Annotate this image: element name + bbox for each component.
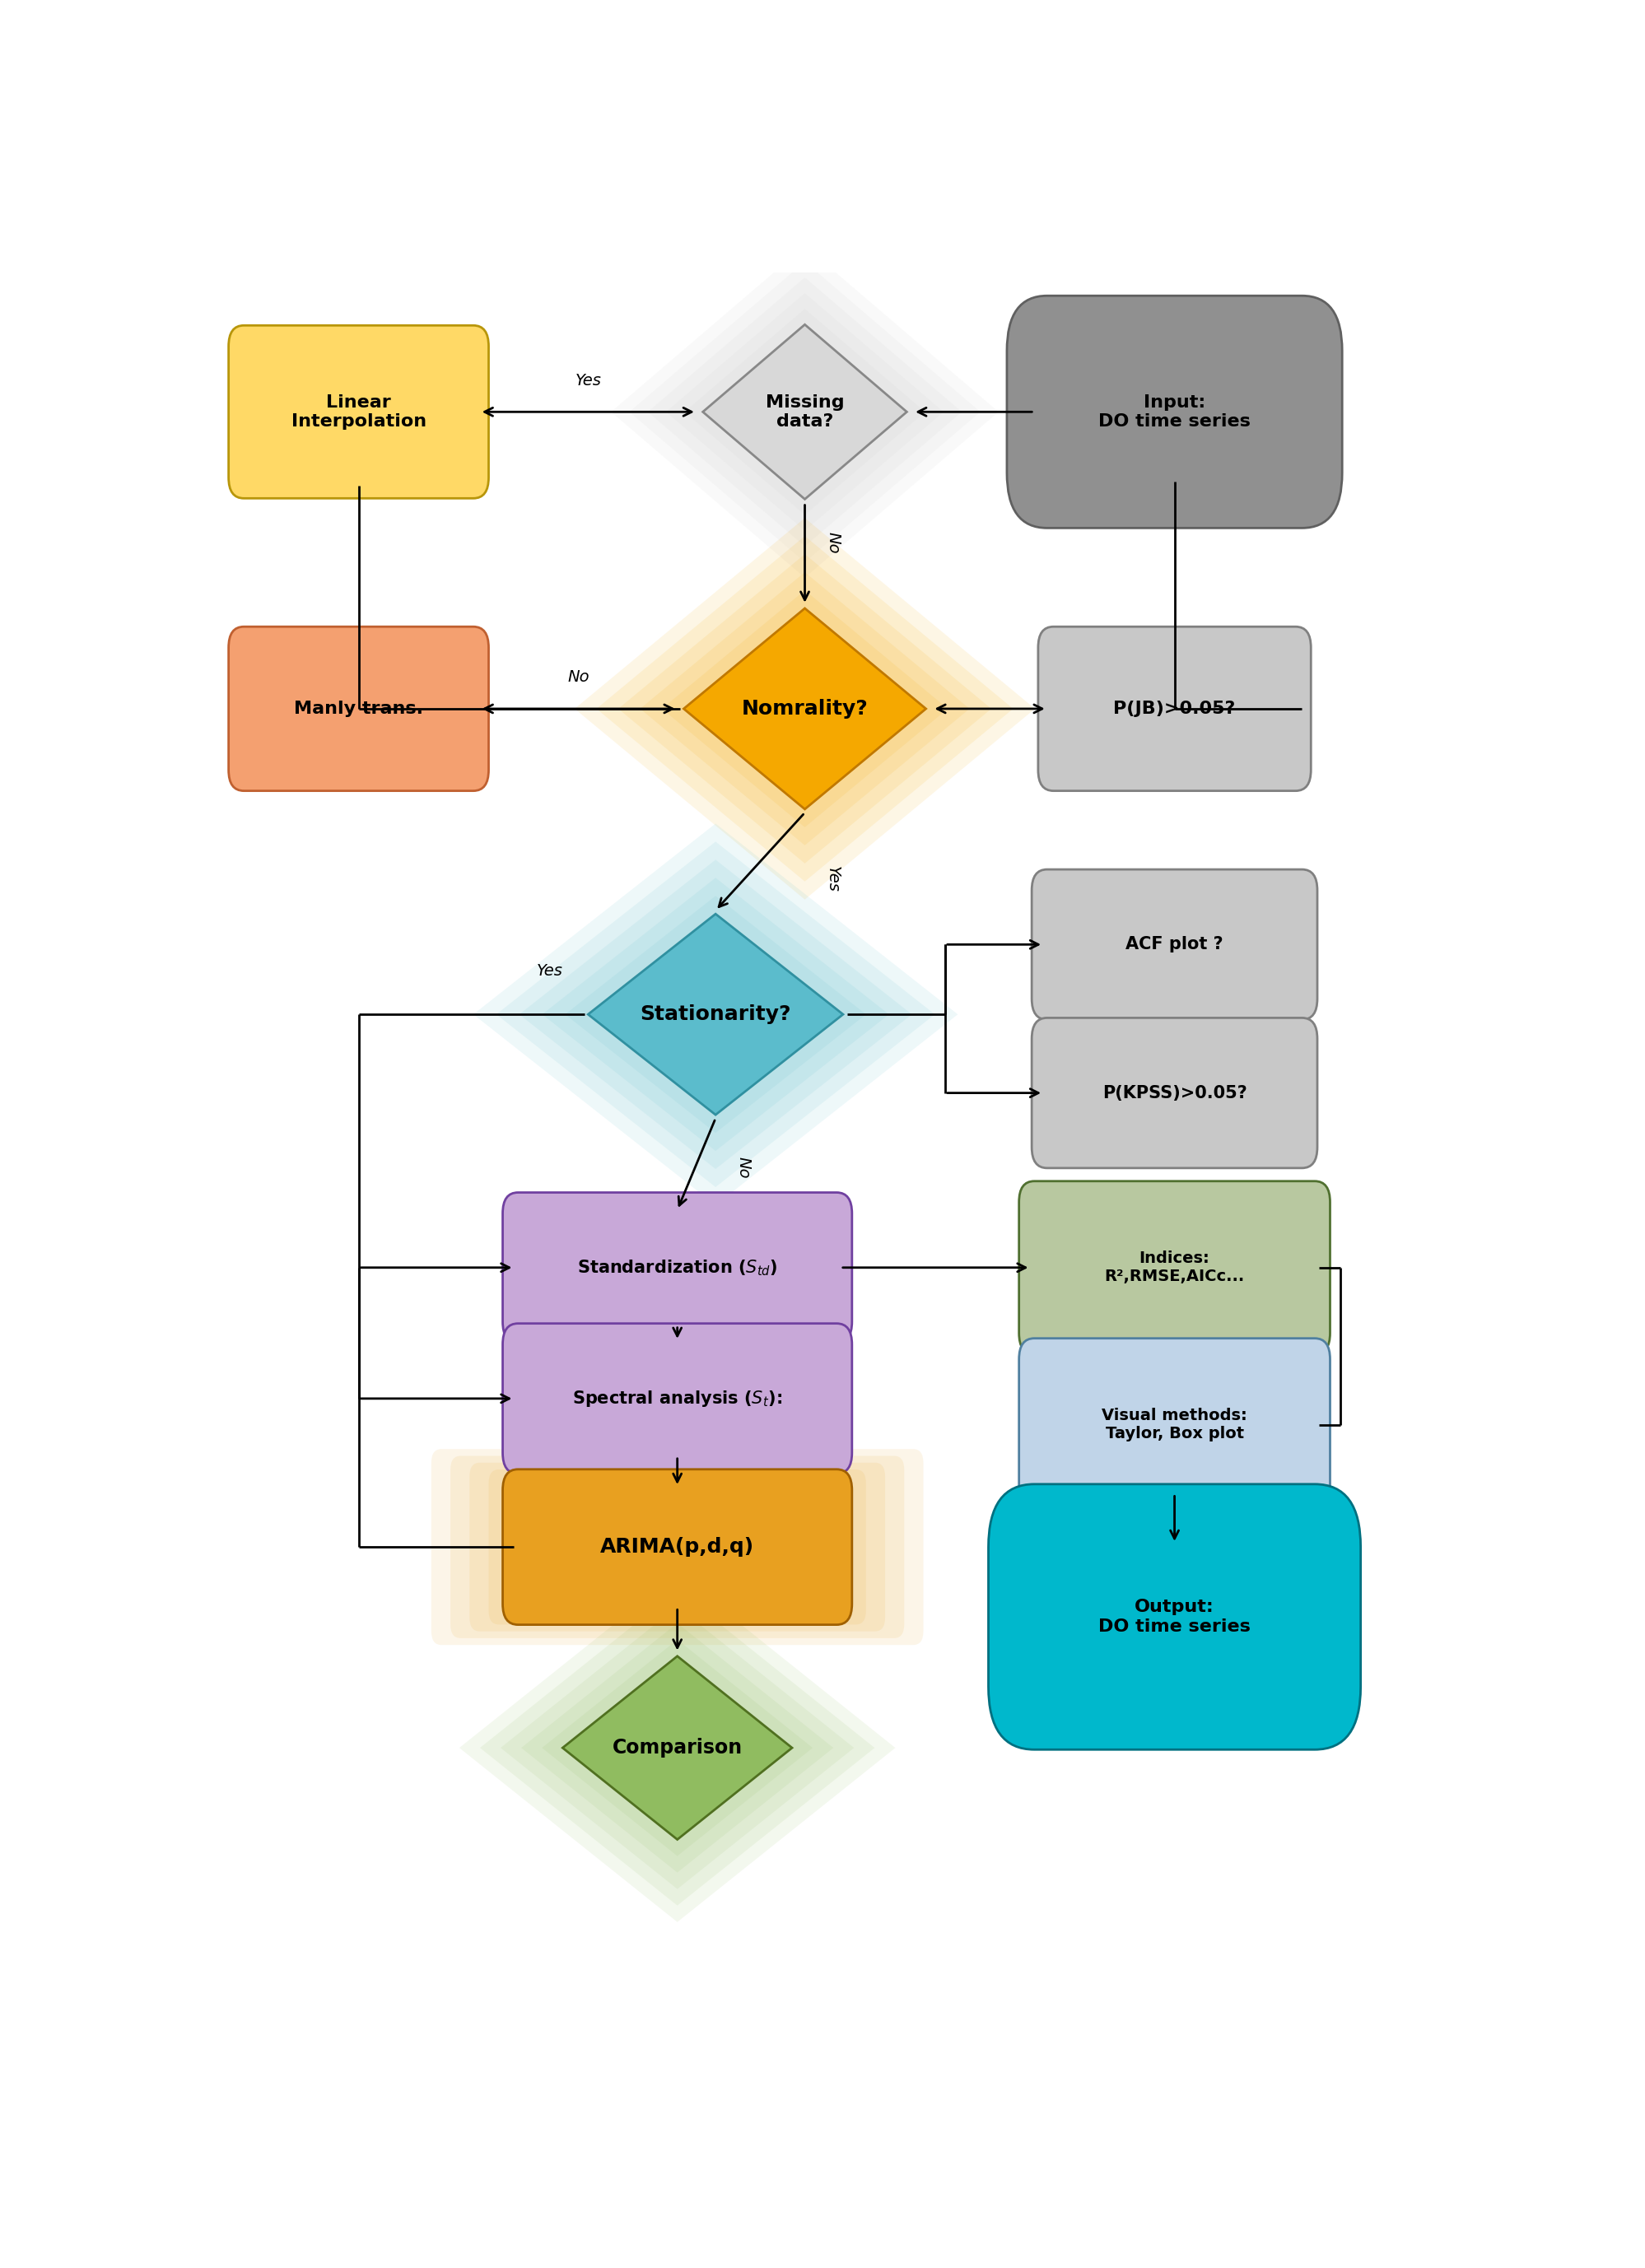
Polygon shape xyxy=(566,896,865,1132)
Text: Indices:
R²,RMSE,AICc...: Indices: R²,RMSE,AICc... xyxy=(1104,1250,1245,1284)
Text: No: No xyxy=(568,669,589,685)
Polygon shape xyxy=(648,277,962,547)
Text: Yes: Yes xyxy=(826,866,841,891)
Polygon shape xyxy=(630,261,980,562)
Polygon shape xyxy=(521,1624,834,1873)
FancyBboxPatch shape xyxy=(1031,869,1318,1021)
FancyBboxPatch shape xyxy=(1031,1018,1318,1168)
Polygon shape xyxy=(684,308,924,515)
Polygon shape xyxy=(459,1574,895,1921)
Text: Spectral analysis ($S_t$):: Spectral analysis ($S_t$): xyxy=(572,1388,783,1408)
Polygon shape xyxy=(563,1656,793,1839)
Text: Missing
data?: Missing data? xyxy=(765,395,844,429)
FancyBboxPatch shape xyxy=(503,1325,852,1474)
Text: No: No xyxy=(735,1157,752,1177)
Polygon shape xyxy=(610,245,999,578)
Text: P(JB)>0.05?: P(JB)>0.05? xyxy=(1114,701,1235,717)
Text: Comparison: Comparison xyxy=(612,1737,742,1758)
Text: Yes: Yes xyxy=(536,964,563,978)
FancyBboxPatch shape xyxy=(229,324,489,499)
Polygon shape xyxy=(574,517,1035,900)
FancyBboxPatch shape xyxy=(989,1483,1360,1749)
FancyBboxPatch shape xyxy=(503,1193,852,1343)
Text: Stationarity?: Stationarity? xyxy=(640,1005,791,1025)
Text: Standardization ($S_{td}$): Standardization ($S_{td}$) xyxy=(577,1259,778,1277)
Polygon shape xyxy=(619,553,992,864)
FancyBboxPatch shape xyxy=(489,1470,865,1624)
FancyBboxPatch shape xyxy=(229,626,489,792)
Polygon shape xyxy=(702,324,906,499)
Text: Visual methods:
Taylor, Box plot: Visual methods: Taylor, Box plot xyxy=(1102,1408,1247,1442)
Polygon shape xyxy=(541,1640,813,1855)
FancyBboxPatch shape xyxy=(503,1470,852,1624)
Polygon shape xyxy=(666,293,944,531)
Polygon shape xyxy=(640,572,969,846)
Text: Yes: Yes xyxy=(576,372,600,388)
Polygon shape xyxy=(661,590,948,828)
Text: P(KPSS)>0.05?: P(KPSS)>0.05? xyxy=(1102,1084,1247,1102)
FancyBboxPatch shape xyxy=(1038,626,1311,792)
Polygon shape xyxy=(597,535,1013,882)
FancyBboxPatch shape xyxy=(1007,295,1342,528)
Text: Output:
DO time series: Output: DO time series xyxy=(1099,1599,1250,1635)
FancyBboxPatch shape xyxy=(451,1456,905,1637)
Polygon shape xyxy=(500,1606,854,1889)
Text: ACF plot ?: ACF plot ? xyxy=(1125,937,1224,953)
Text: ARIMA(p,d,q): ARIMA(p,d,q) xyxy=(600,1538,755,1556)
Polygon shape xyxy=(684,608,926,810)
Polygon shape xyxy=(497,841,934,1186)
Polygon shape xyxy=(543,878,888,1150)
Text: Manly trans.: Manly trans. xyxy=(294,701,423,717)
Polygon shape xyxy=(474,823,957,1204)
FancyBboxPatch shape xyxy=(431,1449,923,1644)
FancyBboxPatch shape xyxy=(1018,1182,1331,1354)
Text: No: No xyxy=(826,533,841,553)
Polygon shape xyxy=(520,860,911,1168)
Text: Linear
Interpolation: Linear Interpolation xyxy=(291,395,426,429)
FancyBboxPatch shape xyxy=(469,1463,885,1631)
Polygon shape xyxy=(480,1590,875,1905)
Text: Nomrality?: Nomrality? xyxy=(742,699,869,719)
FancyBboxPatch shape xyxy=(1018,1338,1331,1510)
Text: Input:
DO time series: Input: DO time series xyxy=(1099,395,1250,429)
Polygon shape xyxy=(589,914,842,1116)
